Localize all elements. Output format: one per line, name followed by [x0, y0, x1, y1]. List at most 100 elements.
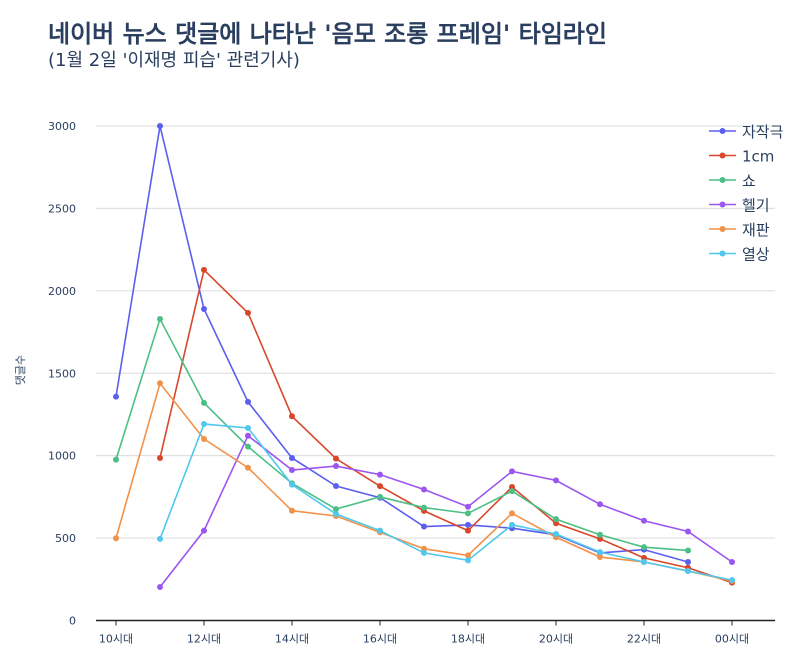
y-tick-label: 2500 [48, 202, 76, 215]
data-point-자작극 [289, 454, 295, 461]
legend-marker-열상 [719, 250, 726, 257]
data-point-열상 [333, 511, 339, 518]
data-point-쇼 [597, 531, 603, 538]
data-point-1cm [157, 454, 163, 461]
data-point-열상 [465, 557, 471, 564]
data-point-열상 [729, 577, 735, 584]
x-tick-label: 12시대 [187, 633, 221, 646]
data-point-헬기 [245, 432, 251, 439]
legend-marker-1cm [719, 152, 726, 159]
legend-label-쇼: 쇼 [742, 172, 756, 190]
legend-marker-헬기 [719, 201, 726, 208]
legend-label-1cm: 1cm [742, 148, 774, 166]
data-point-열상 [509, 521, 515, 528]
data-point-헬기 [289, 467, 295, 474]
data-point-헬기 [553, 477, 559, 484]
data-point-헬기 [729, 558, 735, 565]
series-line-자작극 [115, 125, 689, 563]
data-point-1cm [509, 483, 515, 490]
data-point-열상 [641, 558, 647, 565]
x-tick-label: 14시대 [275, 633, 309, 646]
data-point-헬기 [509, 468, 515, 475]
data-point-쇼 [685, 547, 691, 554]
data-point-쇼 [201, 399, 207, 406]
data-point-1cm [333, 455, 339, 462]
data-point-헬기 [157, 584, 163, 591]
y-tick-label: 1500 [48, 367, 76, 380]
data-point-재판 [289, 507, 295, 514]
data-point-헬기 [641, 517, 647, 524]
data-point-열상 [289, 481, 295, 488]
data-point-쇼 [641, 544, 647, 551]
series-line-헬기 [159, 434, 733, 588]
data-point-자작극 [245, 398, 251, 405]
x-tick-label: 10시대 [99, 633, 133, 646]
data-point-재판 [245, 464, 251, 471]
x-tick-label: 00시대 [715, 633, 749, 646]
x-tick-label: 18시대 [451, 633, 485, 646]
data-point-재판 [509, 510, 515, 517]
data-point-자작극 [113, 393, 119, 400]
data-point-1cm [201, 266, 207, 273]
legend-label-열상: 열상 [742, 246, 770, 264]
data-point-재판 [597, 554, 603, 561]
data-point-열상 [553, 530, 559, 537]
legend-label-헬기: 헬기 [742, 197, 770, 215]
data-point-1cm [377, 483, 383, 490]
data-point-자작극 [333, 482, 339, 489]
data-point-자작극 [157, 123, 163, 129]
data-point-1cm [465, 527, 471, 534]
data-point-헬기 [421, 486, 427, 493]
x-tick-label: 20시대 [539, 633, 573, 646]
data-point-쇼 [157, 316, 163, 323]
data-point-쇼 [245, 443, 251, 450]
data-point-1cm [641, 554, 647, 561]
data-point-자작극 [465, 521, 471, 528]
data-point-쇼 [509, 488, 515, 495]
x-tick-label: 22시대 [627, 633, 661, 646]
data-point-1cm [597, 535, 603, 542]
data-point-열상 [597, 549, 603, 556]
data-point-재판 [113, 535, 119, 542]
data-point-쇼 [113, 456, 119, 463]
data-point-재판 [421, 545, 427, 552]
y-tick-label: 0 [69, 615, 76, 628]
data-point-재판 [157, 380, 163, 387]
legend-marker-자작극 [719, 128, 726, 134]
data-point-쇼 [377, 493, 383, 500]
x-tick-label: 16시대 [363, 633, 397, 646]
series-line-열상 [159, 423, 733, 581]
y-tick-label: 1000 [48, 450, 76, 463]
series-line-쇼 [115, 316, 689, 552]
data-point-쇼 [553, 516, 559, 523]
data-point-열상 [685, 568, 691, 575]
data-point-열상 [157, 535, 163, 542]
legend-marker-재판 [719, 226, 726, 232]
legend-label-자작극: 자작극 [742, 123, 784, 141]
y-tick-label: 2000 [48, 285, 76, 298]
data-point-자작극 [685, 558, 691, 565]
data-point-헬기 [465, 503, 471, 510]
legend-marker-쇼 [719, 177, 726, 183]
data-point-쇼 [333, 506, 339, 513]
data-point-헬기 [685, 528, 691, 535]
data-point-자작극 [201, 305, 207, 312]
data-point-헬기 [597, 501, 603, 508]
data-point-자작극 [421, 523, 427, 530]
y-tick-label: 500 [55, 532, 76, 545]
data-point-1cm [553, 520, 559, 527]
data-point-재판 [465, 552, 471, 559]
data-point-1cm [289, 413, 295, 420]
legend-label-재판: 재판 [742, 221, 770, 239]
data-point-헬기 [377, 471, 383, 478]
data-point-열상 [245, 424, 251, 431]
data-point-쇼 [421, 504, 427, 511]
data-point-재판 [201, 436, 207, 443]
data-point-헬기 [333, 463, 339, 470]
data-point-쇼 [465, 510, 471, 517]
data-point-열상 [421, 549, 427, 556]
y-tick-label: 3000 [48, 120, 76, 133]
data-point-헬기 [201, 527, 207, 534]
data-point-열상 [201, 421, 207, 428]
